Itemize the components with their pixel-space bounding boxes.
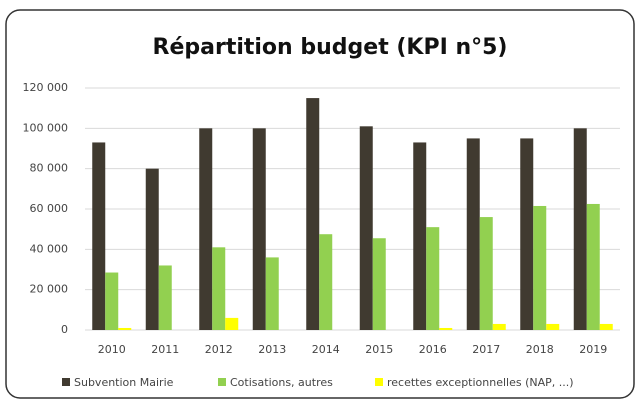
x-tick-label: 2010 [98, 343, 126, 356]
chart-title: Répartition budget (KPI n°5) [153, 35, 508, 60]
x-tick-label: 2017 [472, 343, 500, 356]
bar [212, 247, 226, 330]
bar [479, 217, 493, 330]
y-tick-label: 80 000 [30, 162, 69, 175]
y-tick-label: 40 000 [30, 242, 69, 255]
x-tick-label: 2018 [526, 343, 554, 356]
bar [466, 138, 480, 330]
bar [319, 234, 333, 330]
legend-label: Subvention Mairie [74, 376, 174, 389]
bar [586, 203, 600, 330]
y-tick-label: 20 000 [30, 283, 69, 296]
bar [225, 317, 239, 330]
bar [599, 323, 613, 330]
bar [199, 128, 213, 330]
x-tick-label: 2013 [258, 343, 286, 356]
y-tick-label: 60 000 [30, 202, 69, 215]
bar [520, 138, 534, 330]
bar [439, 327, 453, 330]
x-tick-label: 2014 [312, 343, 340, 356]
bar [546, 323, 560, 330]
bar [492, 323, 506, 330]
y-tick-label: 100 000 [23, 121, 69, 134]
bar [573, 128, 587, 330]
bar [145, 168, 159, 330]
bar [265, 257, 279, 330]
legend-label: recettes exceptionnelles (NAP, ...) [387, 376, 574, 389]
bar [105, 272, 119, 330]
bar [533, 205, 547, 330]
bar [118, 327, 132, 330]
x-tick-label: 2011 [151, 343, 179, 356]
bar [426, 227, 440, 330]
y-tick-label: 0 [61, 323, 68, 336]
x-tick-label: 2015 [365, 343, 393, 356]
bar [372, 238, 386, 330]
legend-swatch [62, 378, 70, 386]
x-tick-label: 2019 [579, 343, 607, 356]
legend-swatch [375, 378, 383, 386]
bar [252, 128, 266, 330]
y-tick-label: 120 000 [23, 81, 69, 94]
bar [158, 265, 172, 330]
bar [359, 126, 373, 330]
bar [92, 142, 106, 330]
legend-label: Cotisations, autres [230, 376, 333, 389]
bar [306, 98, 320, 330]
x-tick-label: 2016 [419, 343, 447, 356]
x-tick-label: 2012 [205, 343, 233, 356]
bar [413, 142, 427, 330]
legend-swatch [218, 378, 226, 386]
